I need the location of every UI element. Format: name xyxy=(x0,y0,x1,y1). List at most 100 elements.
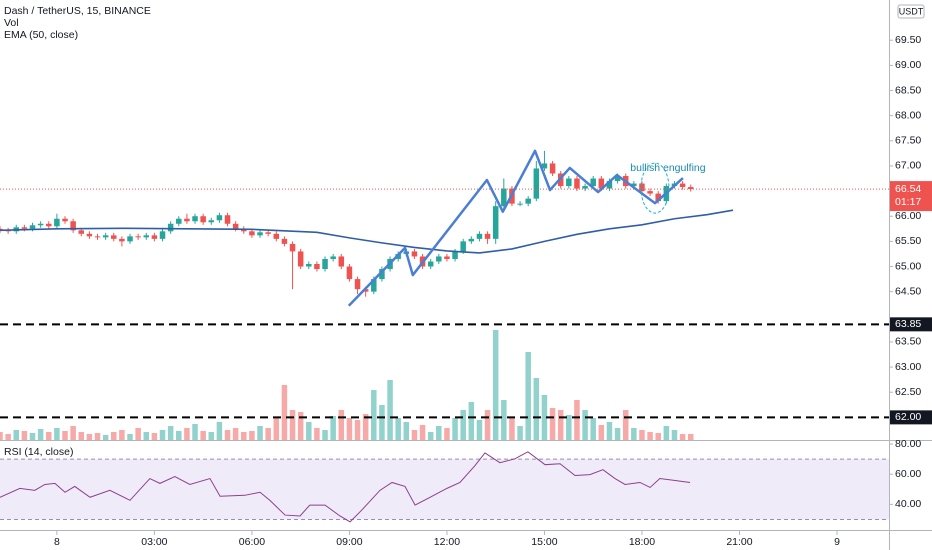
volume-bar xyxy=(216,422,223,440)
level-label-box xyxy=(890,410,932,425)
candle-body xyxy=(54,218,60,227)
candle-body xyxy=(200,216,206,223)
candle-body xyxy=(606,181,613,189)
candle-body xyxy=(167,223,174,232)
candle-body xyxy=(29,225,36,229)
candle-body xyxy=(411,251,418,257)
candle-body xyxy=(94,236,101,238)
volume-bar xyxy=(273,418,280,440)
rsi-line xyxy=(0,451,691,523)
candle-body xyxy=(452,251,458,259)
candle-body xyxy=(62,218,68,222)
volume-bar xyxy=(322,430,328,440)
level-label: 62.00 xyxy=(895,411,921,423)
x-tick-label: 21:00 xyxy=(726,536,752,548)
pattern-drawing xyxy=(347,149,684,307)
rsi-tick-label: 40.00 xyxy=(895,498,921,510)
candle-body xyxy=(501,188,507,207)
annotation-text: bullish engulfing xyxy=(630,162,705,174)
volume-bar xyxy=(54,428,60,440)
volume-bar xyxy=(606,422,613,440)
volume-bar xyxy=(111,432,117,440)
candle-body xyxy=(525,198,531,204)
candle-body xyxy=(679,183,686,188)
volume-bar xyxy=(436,426,442,440)
volume-bar xyxy=(176,431,182,440)
y-tick-label: 66.00 xyxy=(895,210,921,222)
volume-bar xyxy=(452,418,458,440)
candle-body xyxy=(574,178,580,189)
candle-body xyxy=(257,232,263,236)
y-tick-label: 68.50 xyxy=(895,84,921,96)
candle-body xyxy=(476,233,483,239)
candle-body xyxy=(468,238,475,242)
volume-bar xyxy=(13,430,20,440)
candle-body xyxy=(371,279,377,292)
volume-bar xyxy=(362,414,369,440)
annotation-ellipse xyxy=(640,162,670,214)
candle-body xyxy=(265,232,271,234)
currency-tag[interactable] xyxy=(897,4,925,19)
x-tick-label: 03:00 xyxy=(141,536,167,548)
volume-bar xyxy=(159,430,166,440)
candle-body xyxy=(314,264,320,270)
candle-body xyxy=(216,215,223,221)
candle-body xyxy=(484,233,491,239)
volume-bar xyxy=(127,434,133,440)
candle-body xyxy=(232,223,239,229)
rsi-tick-label: 80.00 xyxy=(895,438,921,450)
volume-bar xyxy=(0,432,3,440)
level-label-box xyxy=(890,317,932,332)
volume-bar xyxy=(492,330,499,440)
y-tick-label: 63.00 xyxy=(895,361,921,373)
volume-bar xyxy=(403,422,410,440)
volume-bar xyxy=(338,410,345,440)
candle-body xyxy=(330,256,336,259)
ema-line xyxy=(0,209,734,254)
volume-bar xyxy=(289,410,296,440)
x-tick-label: 8 xyxy=(54,536,60,548)
candle-body xyxy=(176,218,182,224)
volume-bar xyxy=(614,428,621,440)
volume-bar xyxy=(444,428,450,440)
candle-body xyxy=(192,216,198,222)
volume-bar xyxy=(241,432,247,440)
x-tick-label: 09:00 xyxy=(336,536,362,548)
volume-bar xyxy=(566,415,572,440)
volume-bar xyxy=(143,432,150,440)
x-tick-label: 18:00 xyxy=(629,536,655,548)
volume-bar xyxy=(460,410,466,440)
volume-bar xyxy=(598,425,605,440)
volume-bar xyxy=(631,428,637,440)
candle-body xyxy=(687,187,694,190)
candle-body xyxy=(289,243,296,252)
y-tick-label: 69.50 xyxy=(895,34,921,46)
volume-bar xyxy=(687,434,694,440)
volume-bar xyxy=(622,410,629,440)
candle-body xyxy=(297,251,304,267)
candle-body xyxy=(78,230,85,234)
candle-body xyxy=(306,264,312,267)
candle-body xyxy=(533,168,540,199)
volume-bar xyxy=(533,378,540,440)
candle-body xyxy=(549,163,556,174)
candle-body xyxy=(492,206,499,239)
volume-bar xyxy=(379,405,385,440)
volume-bar xyxy=(70,426,76,440)
volume-bar xyxy=(94,433,101,440)
candle-body xyxy=(86,233,93,237)
candle-body xyxy=(338,256,345,267)
candle-body xyxy=(639,183,645,192)
candle-body xyxy=(111,235,117,239)
candle-body xyxy=(427,261,434,267)
y-tick-label: 69.00 xyxy=(895,59,921,71)
last-price-box xyxy=(890,181,932,212)
volume-bar xyxy=(21,431,28,440)
volume-bar xyxy=(151,433,158,440)
y-tick-label: 64.50 xyxy=(895,285,921,297)
volume-bar xyxy=(419,425,426,440)
volume-bar xyxy=(265,428,271,440)
volume-bar xyxy=(78,432,85,440)
